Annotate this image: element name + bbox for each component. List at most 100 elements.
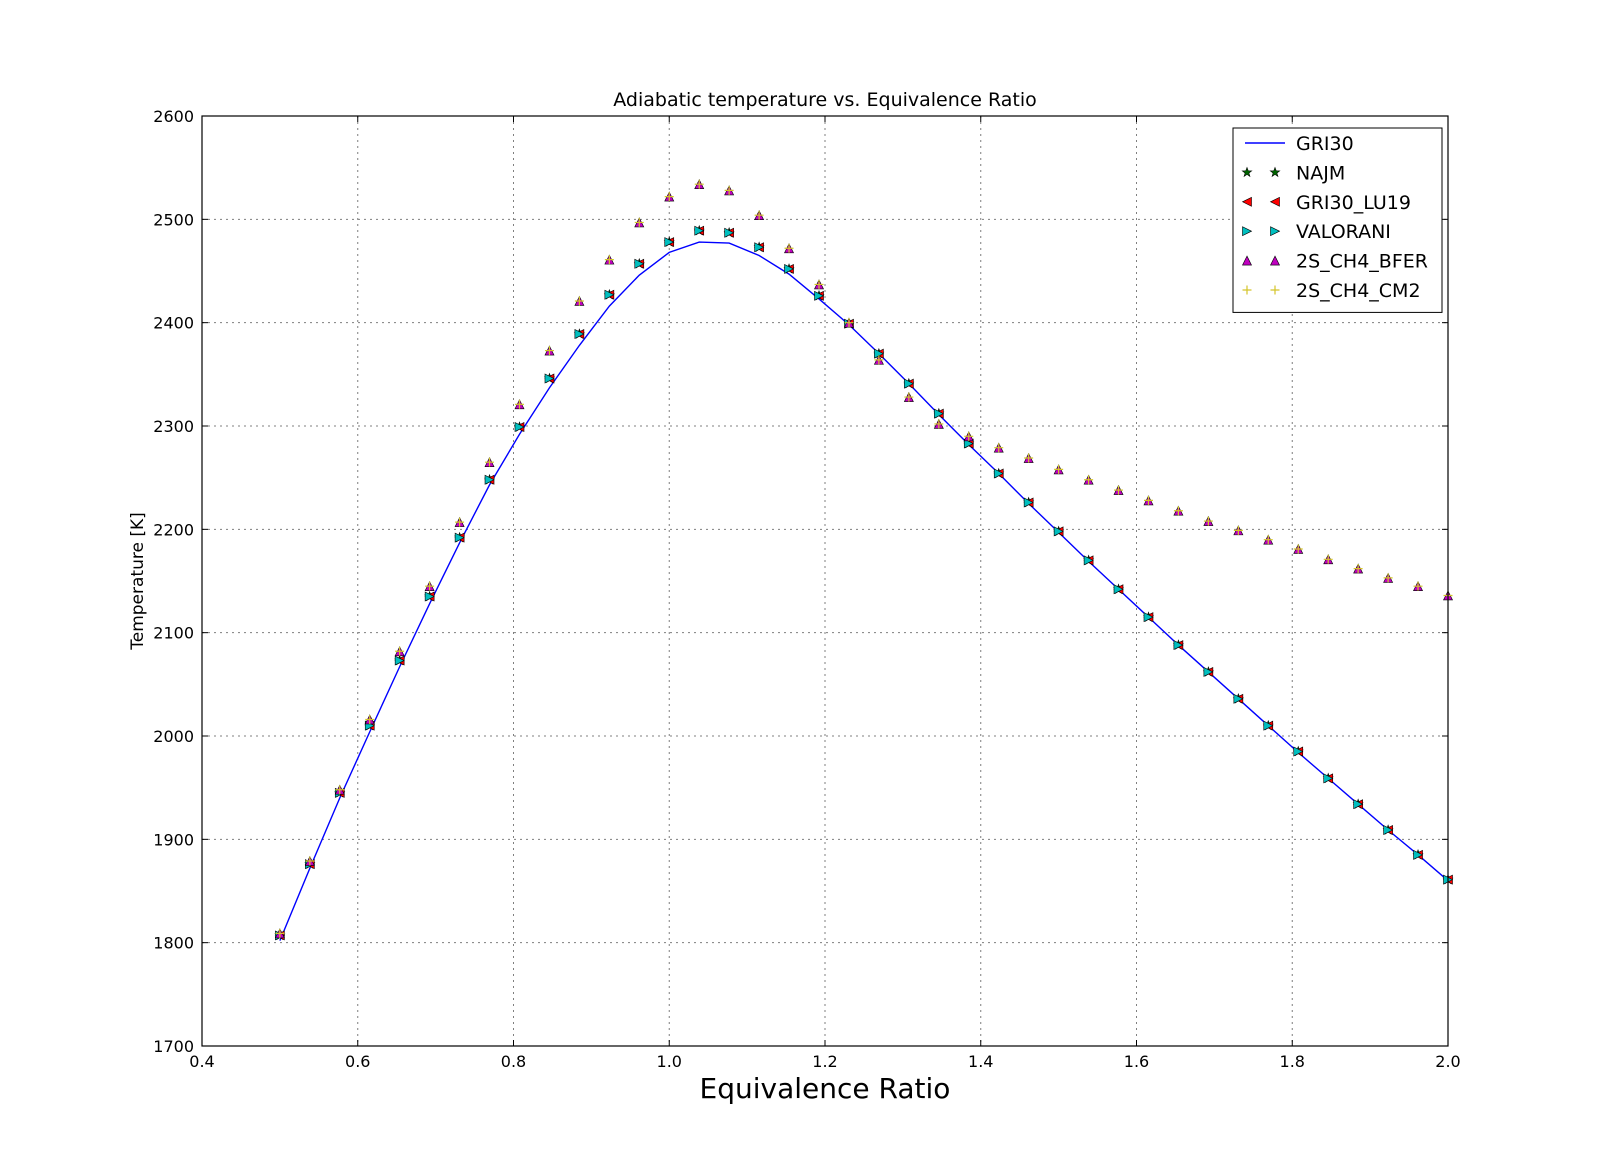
x-tick-label: 1.8 xyxy=(1280,1052,1305,1071)
data-point xyxy=(1203,666,1214,677)
data-point xyxy=(1053,526,1064,537)
x-tick-label: 1.4 xyxy=(968,1052,993,1071)
legend-marker xyxy=(1269,196,1280,207)
legend-label: 2S_CH4_BFER xyxy=(1296,251,1428,273)
legend-marker xyxy=(1242,285,1252,295)
data-point xyxy=(694,179,704,189)
x-tick-label: 1.2 xyxy=(812,1052,837,1071)
data-point xyxy=(1233,525,1243,535)
data-point xyxy=(1233,693,1244,704)
data-point xyxy=(1023,497,1034,508)
x-tick-label: 1.6 xyxy=(1124,1052,1149,1071)
data-point xyxy=(544,346,554,356)
legend-frame xyxy=(1232,127,1443,313)
legend: GRI30 NAJM GRI30_LU19 VALORANI 2S_CH4_BFER 2S… xyxy=(1232,127,1443,313)
y-tick-label: 2000 xyxy=(153,727,194,746)
series-gri30 xyxy=(279,241,1449,941)
x-tick-label: 0.4 xyxy=(189,1052,214,1071)
legend-marker xyxy=(1241,196,1252,207)
y-tick-label: 1700 xyxy=(153,1037,194,1056)
x-tick-label: 0.8 xyxy=(501,1052,526,1071)
data-point xyxy=(424,591,435,602)
data-point xyxy=(963,438,974,449)
y-tick-label: 2300 xyxy=(153,417,194,436)
legend-marker xyxy=(1241,166,1253,178)
legend-label: 2S_CH4_CM2 xyxy=(1296,280,1421,302)
data-point xyxy=(634,258,645,269)
data-point xyxy=(485,457,495,467)
y-tick-label: 2500 xyxy=(153,210,194,229)
legend-item: NAJM xyxy=(1241,162,1345,184)
data-point xyxy=(484,474,495,485)
legend-marker xyxy=(1242,226,1253,237)
data-point xyxy=(1113,584,1124,595)
data-point xyxy=(934,419,944,429)
data-point xyxy=(1203,516,1213,526)
data-point xyxy=(934,408,945,419)
y-tick-label: 1800 xyxy=(153,934,194,953)
y-tick-label: 2100 xyxy=(153,624,194,643)
series-line xyxy=(279,241,1449,941)
chart-title: Adiabatic temperature vs. Equivalence Ra… xyxy=(613,89,1037,111)
y-tick-label: 2600 xyxy=(153,107,194,126)
x-tick-label: 2.0 xyxy=(1435,1052,1460,1071)
data-point xyxy=(1173,506,1183,516)
data-point xyxy=(604,255,614,265)
data-point xyxy=(664,237,675,248)
legend-marker xyxy=(1242,255,1252,266)
data-point xyxy=(964,431,974,441)
legend-marker xyxy=(1270,255,1280,266)
data-point xyxy=(993,468,1004,479)
data-point xyxy=(604,289,615,300)
data-point xyxy=(1263,535,1273,545)
data-point xyxy=(994,443,1004,453)
legend-item: GRI30_LU19 xyxy=(1241,192,1411,214)
legend-marker xyxy=(1270,226,1281,237)
legend-item: 2S_CH4_BFER xyxy=(1242,251,1428,273)
legend-label: NAJM xyxy=(1296,162,1345,184)
data-point xyxy=(1054,464,1064,474)
legend-item: VALORANI xyxy=(1242,221,1391,243)
data-point xyxy=(904,392,914,402)
data-point xyxy=(724,227,735,238)
data-point xyxy=(814,279,824,289)
data-point xyxy=(305,856,315,866)
data-point xyxy=(1173,640,1184,651)
legend-marker xyxy=(1269,166,1281,178)
data-point xyxy=(874,355,884,365)
data-point xyxy=(844,318,854,328)
data-point xyxy=(1323,554,1333,564)
data-point xyxy=(455,517,465,527)
legend-item: GRI30 xyxy=(1245,133,1354,155)
data-point xyxy=(394,655,405,666)
data-point xyxy=(664,192,674,202)
data-point xyxy=(1353,799,1364,810)
data-point xyxy=(724,185,734,195)
data-point xyxy=(1083,555,1094,566)
data-point xyxy=(1263,720,1274,731)
y-tick-label: 2200 xyxy=(153,520,194,539)
data-point xyxy=(1323,773,1334,784)
legend-label: VALORANI xyxy=(1296,221,1391,243)
data-point xyxy=(754,242,765,253)
data-point xyxy=(514,399,524,409)
data-point xyxy=(454,532,465,543)
data-point xyxy=(514,422,525,433)
data-point xyxy=(1413,581,1423,591)
data-point xyxy=(904,378,915,389)
data-point xyxy=(1143,612,1154,623)
x-tick-label: 0.6 xyxy=(345,1052,370,1071)
data-point xyxy=(634,217,644,227)
data-point xyxy=(365,714,375,724)
data-point xyxy=(395,646,405,656)
data-point xyxy=(1413,849,1424,860)
data-point xyxy=(694,225,705,236)
data-point xyxy=(1084,475,1094,485)
data-point xyxy=(1293,746,1304,757)
data-point xyxy=(574,296,584,306)
legend-item: 2S_CH4_CM2 xyxy=(1242,280,1421,302)
legend-marker xyxy=(1270,285,1280,295)
data-point xyxy=(425,581,435,591)
data-point xyxy=(275,928,285,938)
